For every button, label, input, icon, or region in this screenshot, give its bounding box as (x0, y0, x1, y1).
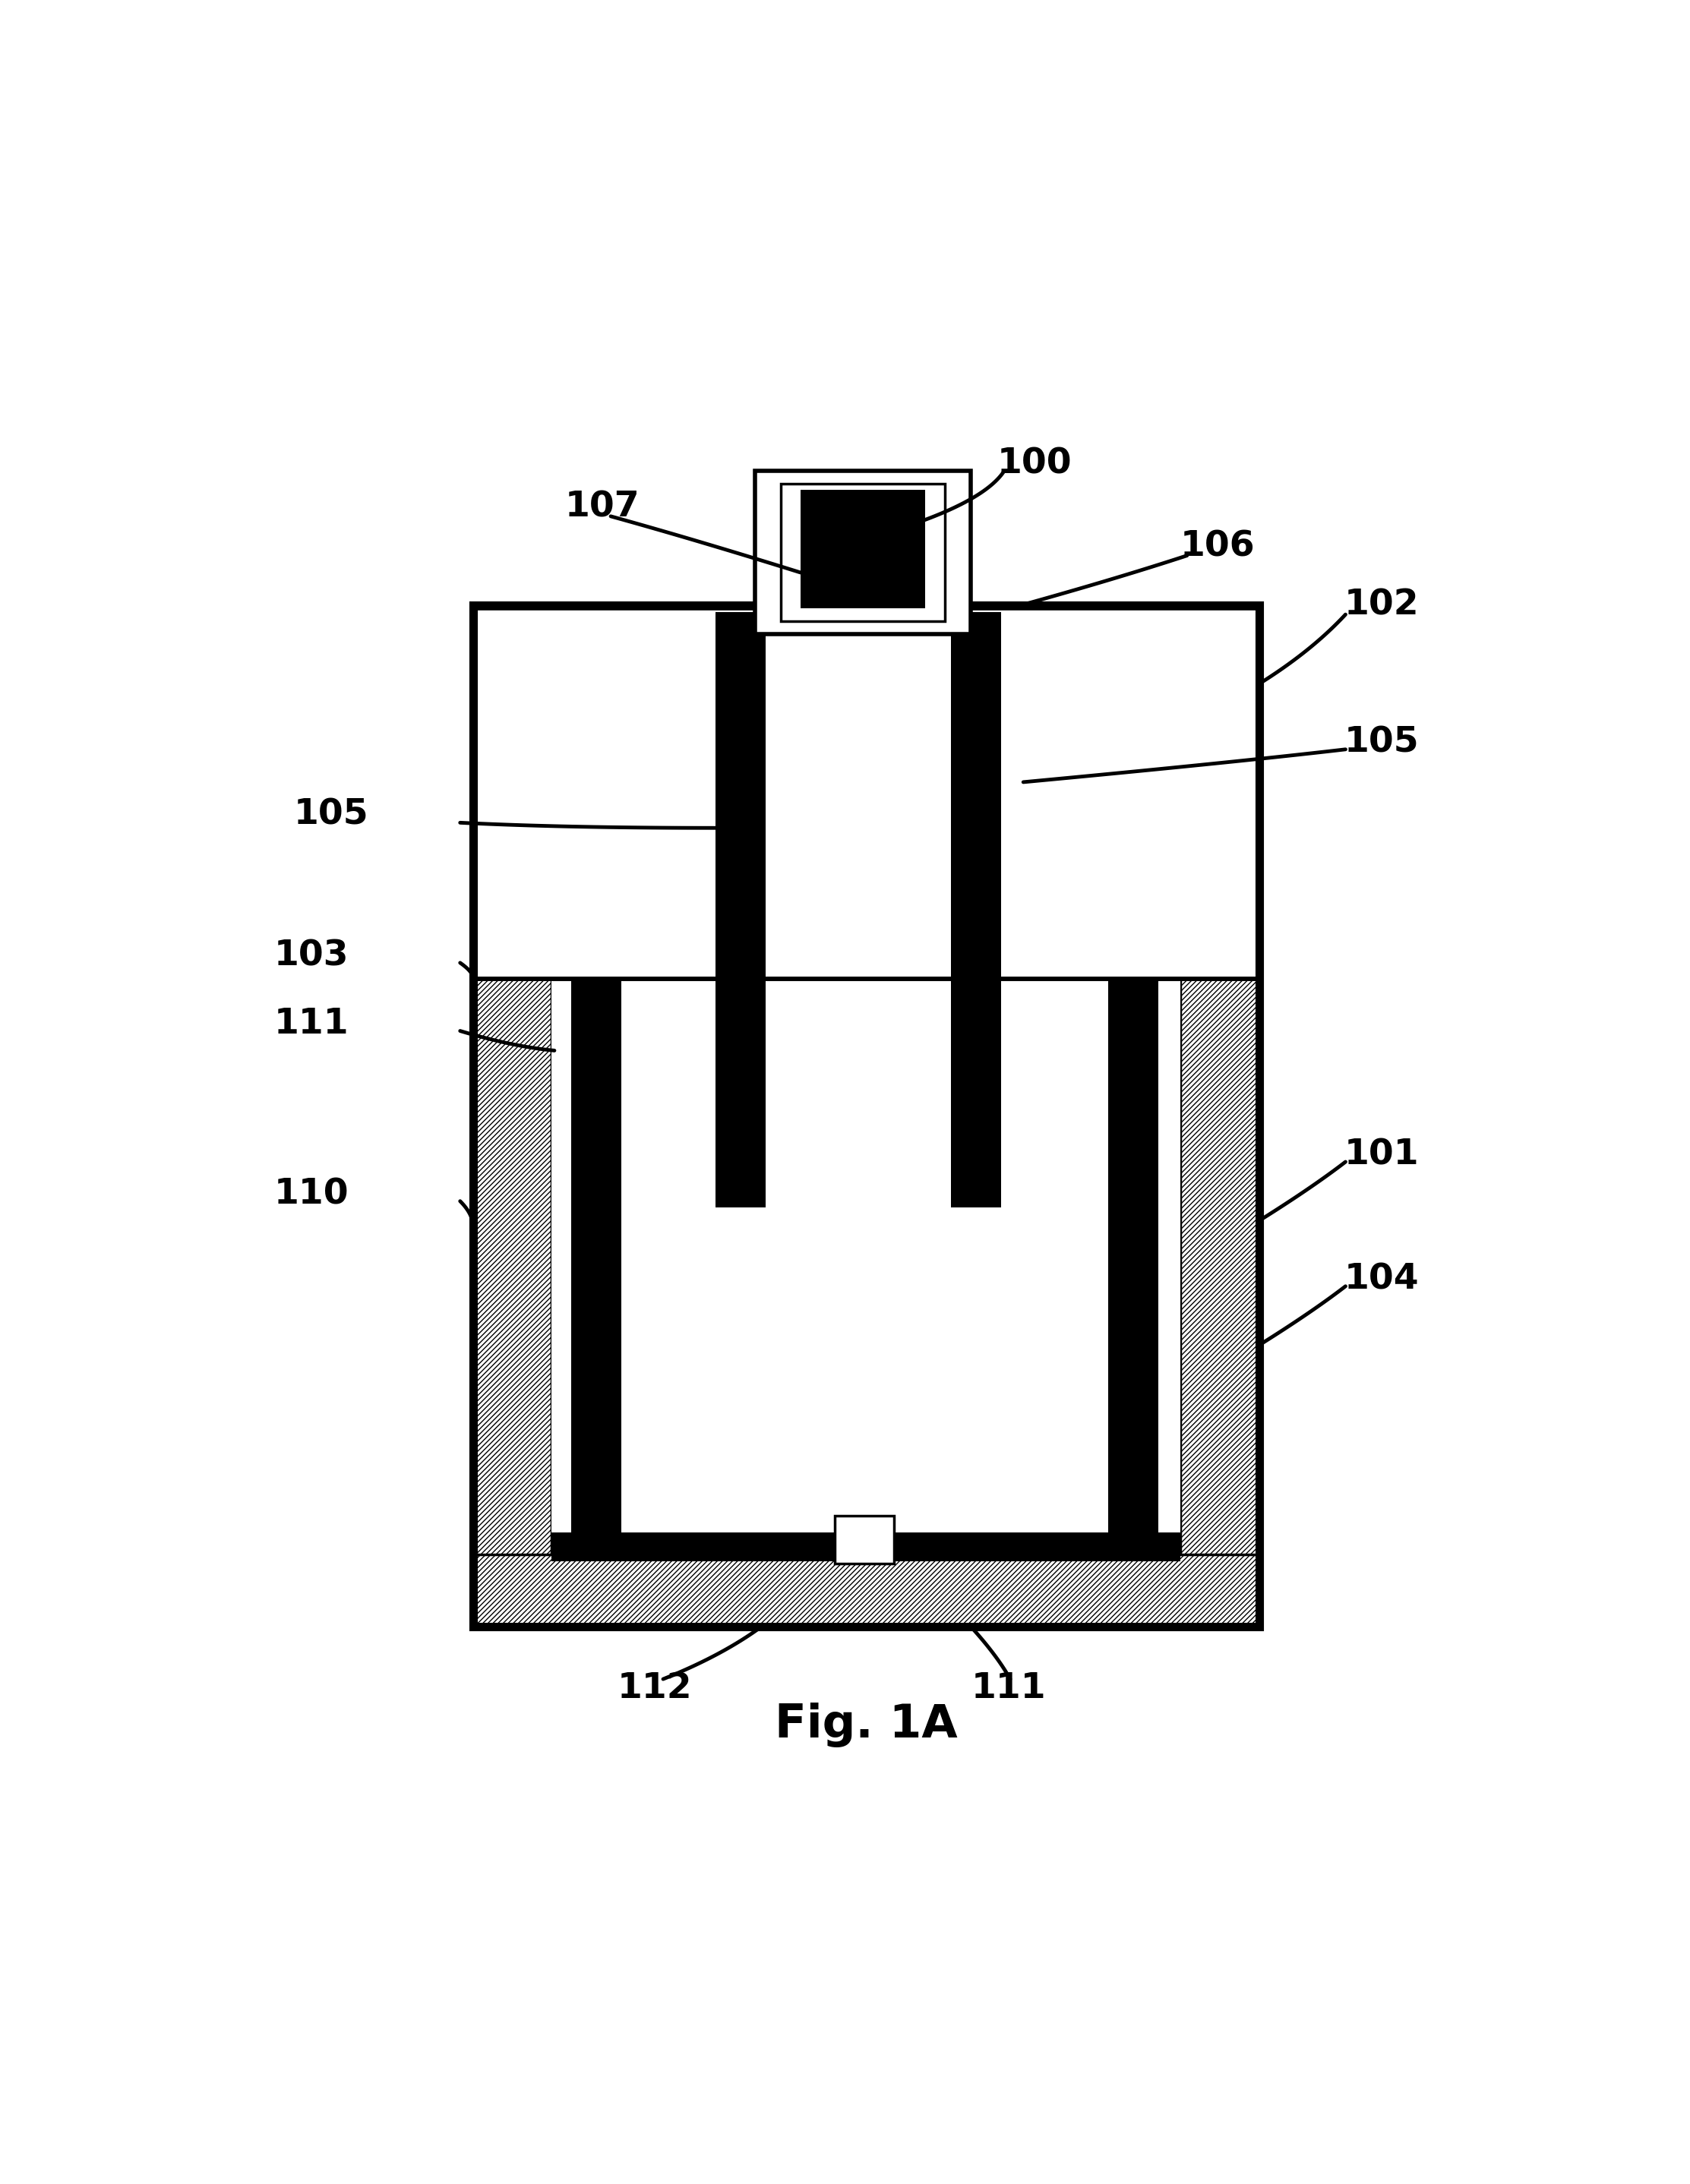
Bar (553, 1533, 1180, 1562)
Bar (951, 612, 1000, 1208)
Bar (835, 1516, 894, 1564)
Text: 101: 101 (1344, 1138, 1420, 1173)
Text: 104: 104 (1344, 1262, 1420, 1297)
Bar (801, 489, 924, 607)
Bar (781, 483, 945, 620)
Text: 111: 111 (970, 1671, 1046, 1706)
Text: 105: 105 (294, 797, 368, 832)
Bar (571, 978, 622, 1555)
Bar (1109, 978, 1158, 1555)
Text: 107: 107 (564, 489, 641, 524)
Bar (473, 605, 1259, 1627)
Bar (553, 978, 1180, 1555)
Text: 100: 100 (997, 448, 1071, 480)
Bar (473, 607, 1259, 978)
Text: Fig. 1A: Fig. 1A (774, 1704, 958, 1747)
Bar (473, 978, 551, 1627)
Bar (1180, 978, 1259, 1627)
Bar (473, 605, 1259, 1627)
Text: 106: 106 (1180, 529, 1256, 563)
Bar (473, 607, 1259, 978)
Text: 111: 111 (274, 1007, 348, 1042)
Bar (755, 470, 970, 633)
Text: 112: 112 (617, 1671, 693, 1706)
Bar (473, 1555, 1259, 1627)
Text: 102: 102 (1344, 587, 1420, 622)
Text: 110: 110 (274, 1177, 348, 1212)
Bar (715, 612, 766, 1208)
Text: 103: 103 (274, 939, 348, 974)
Text: 105: 105 (1344, 725, 1420, 760)
